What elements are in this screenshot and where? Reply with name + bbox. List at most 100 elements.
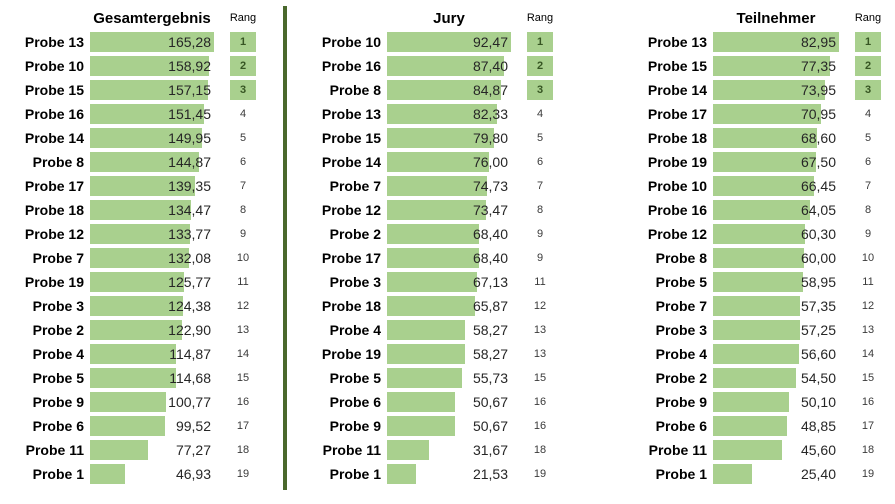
data-bar	[713, 392, 790, 412]
bar-value: 48,85	[800, 418, 836, 434]
bar-cell: 82,33	[387, 104, 511, 124]
bar-value: 45,60	[800, 442, 836, 458]
data-bar	[387, 224, 479, 244]
rank-value: 10	[236, 252, 250, 264]
data-bar	[387, 200, 486, 220]
rank-value: 12	[533, 300, 547, 312]
row-label: Probe 14	[321, 154, 381, 170]
row-label: Probe 4	[32, 346, 84, 362]
data-bar	[387, 104, 498, 124]
rank-value: 4	[239, 108, 247, 120]
rank-cell: 15	[517, 368, 563, 388]
rank-cell: 1	[517, 32, 563, 52]
rank-cell: 3	[220, 80, 266, 100]
data-bar	[713, 32, 839, 52]
rank-cell: 5	[220, 128, 266, 148]
rank-cell: 9	[845, 224, 891, 244]
rank-cell: 9	[517, 248, 563, 268]
rank-value: 4	[536, 108, 544, 120]
rank-badge-top3: 2	[527, 56, 553, 76]
panel-gesamtergebnis: Gesamtergebnis Rang Probe 13 165,28 1 Probe…	[0, 6, 266, 504]
bar-value: 84,87	[472, 82, 508, 98]
row-label: Probe 6	[655, 418, 707, 434]
row-label: Probe 7	[32, 250, 84, 266]
rank-cell: 10	[220, 248, 266, 268]
rank-cell: 4	[845, 104, 891, 124]
bar-value: 66,45	[800, 178, 836, 194]
row-label: Probe 19	[321, 346, 381, 362]
data-bar	[713, 80, 826, 100]
bar-cell: 54,50	[713, 368, 839, 388]
bar-cell: 56,60	[713, 344, 839, 364]
rank-cell: 9	[517, 224, 563, 244]
bar-cell: 48,85	[713, 416, 839, 436]
bar-cell: 65,87	[387, 296, 511, 316]
rank-value: 15	[533, 372, 547, 384]
bar-cell: 79,80	[387, 128, 511, 148]
rank-value: 9	[239, 228, 247, 240]
rank-value: 13	[861, 324, 875, 336]
row-label: Probe 19	[647, 154, 707, 170]
rank-value: 13	[236, 324, 250, 336]
bar-value: 132,08	[168, 250, 211, 266]
data-bar	[90, 296, 184, 316]
rank-value: 19	[533, 468, 547, 480]
row-label: Probe 4	[329, 322, 381, 338]
row-label: Probe 2	[329, 226, 381, 242]
data-bar	[713, 128, 818, 148]
bar-value: 77,27	[175, 442, 211, 458]
data-bar	[713, 296, 801, 316]
row-label: Probe 11	[648, 442, 707, 458]
rank-badge-top3: 3	[230, 80, 256, 100]
row-label: Probe 9	[655, 394, 707, 410]
rank-value: 13	[533, 324, 547, 336]
row-label: Probe 5	[32, 370, 84, 386]
row-label: Probe 3	[655, 322, 707, 338]
bar-cell: 50,67	[387, 392, 511, 412]
bar-cell: 124,38	[90, 296, 214, 316]
rank-value: 15	[861, 372, 875, 384]
bar-cell: 58,27	[387, 320, 511, 340]
rank-value: 6	[864, 156, 872, 168]
rank-cell: 16	[845, 392, 891, 412]
rank-value: 18	[236, 444, 250, 456]
bar-cell: 66,45	[713, 176, 839, 196]
row-label: Probe 17	[24, 178, 84, 194]
bar-cell: 77,35	[713, 56, 839, 76]
data-bar	[90, 128, 203, 148]
bar-cell: 21,53	[387, 464, 511, 484]
row-label: Probe 11	[322, 442, 381, 458]
rank-value: 8	[536, 204, 544, 216]
data-bar	[713, 176, 814, 196]
bar-cell: 67,13	[387, 272, 511, 292]
bar-value: 165,28	[168, 34, 211, 50]
bar-value: 124,38	[168, 298, 211, 314]
row-label: Probe 12	[647, 226, 707, 242]
rank-value: 18	[861, 444, 875, 456]
data-bar	[90, 440, 148, 460]
rank-value: 5	[864, 132, 872, 144]
bar-value: 76,00	[472, 154, 508, 170]
data-bar	[387, 392, 455, 412]
data-bar	[90, 344, 177, 364]
row-label: Probe 10	[24, 58, 84, 74]
bar-value: 58,27	[472, 346, 508, 362]
data-bar	[387, 128, 494, 148]
bar-value: 65,87	[472, 298, 508, 314]
data-bar	[713, 200, 811, 220]
rank-value: 12	[236, 300, 250, 312]
rank-value: 15	[236, 372, 250, 384]
row-label: Probe 16	[321, 58, 381, 74]
rank-cell: 15	[220, 368, 266, 388]
bar-cell: 134,47	[90, 200, 214, 220]
rank-cell: 7	[220, 176, 266, 196]
vertical-divider	[283, 6, 287, 490]
row-label: Probe 13	[647, 34, 707, 50]
bar-cell: 60,00	[713, 248, 839, 268]
rank-cell: 17	[220, 416, 266, 436]
bar-value: 134,47	[168, 202, 211, 218]
data-bar	[90, 152, 199, 172]
bar-value: 68,40	[472, 226, 508, 242]
rank-cell: 1	[845, 32, 891, 52]
